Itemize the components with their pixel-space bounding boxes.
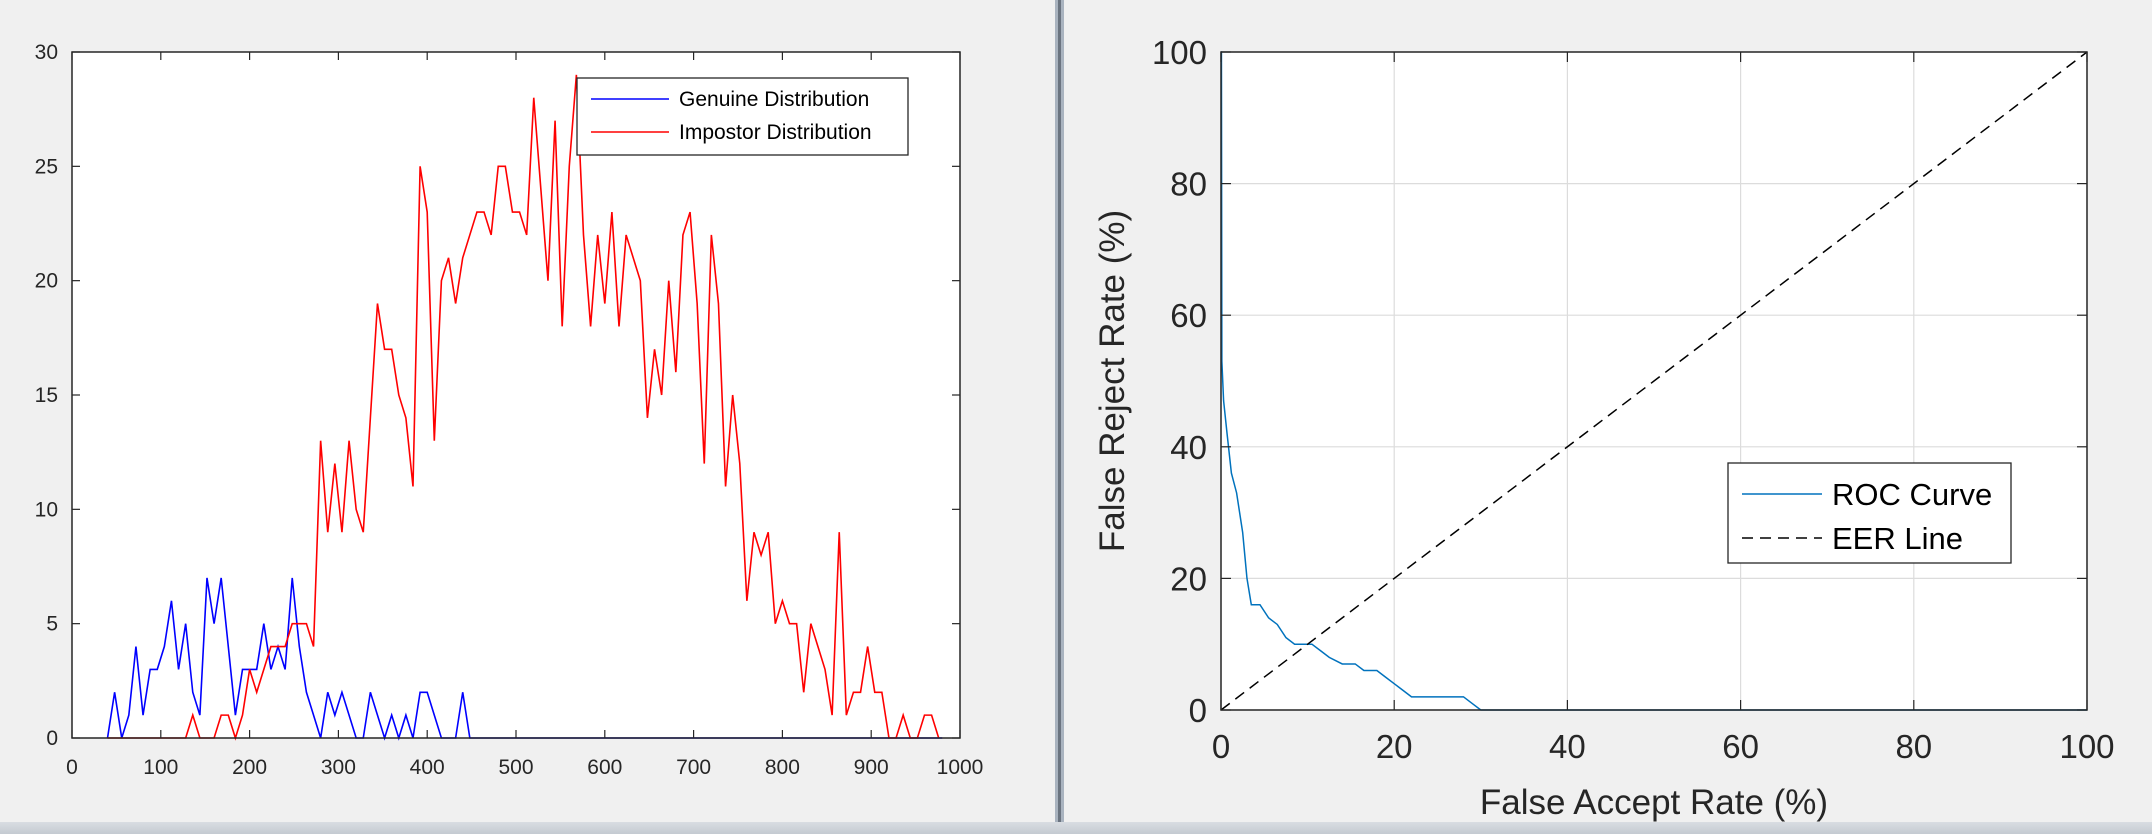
legend-box — [576, 77, 909, 156]
y-tick-label: 100 — [1152, 34, 1207, 71]
legend-box — [1727, 462, 2012, 564]
x-tick-label: 300 — [321, 756, 356, 779]
x-tick-label: 0 — [66, 756, 78, 779]
right-figure-panel: 0 20 40 60 80 100 0 20 40 60 80 100 False Accept Rat… — [1068, 0, 2152, 834]
y-tick-label: 25 — [35, 155, 58, 178]
series-line-roc-curve — [1220, 51, 2087, 711]
x-tick-label: 800 — [765, 756, 800, 779]
bottom-scroll-strip — [0, 822, 2152, 834]
x-tick-label: 0 — [1212, 728, 1230, 765]
legend-label: Genuine Distribution — [679, 88, 869, 111]
y-tick-label: 5 — [46, 613, 58, 636]
x-tick-label: 700 — [676, 756, 711, 779]
x-tick-label: 200 — [232, 756, 267, 779]
x-axis-label: False Accept Rate (%) — [1480, 783, 1828, 822]
x-tick-label: 100 — [2059, 728, 2114, 765]
left-figure-panel: 0 100 200 300 400 500 600 700 800 900 1000 0 5 10 15 20… — [0, 0, 1050, 834]
y-tick-label: 0 — [46, 727, 58, 750]
y-tick-label: 30 — [35, 41, 58, 64]
legend-label: ROC Curve — [1832, 477, 1992, 512]
x-tick-label: 1000 — [937, 756, 984, 779]
series-line-impostor-distribution — [107, 74, 940, 741]
plot-area — [72, 52, 960, 738]
y-tick-label: 60 — [1170, 297, 1207, 334]
y-tick-label: 80 — [1170, 166, 1207, 203]
y-tick-label: 15 — [35, 384, 58, 407]
x-tick-label: 600 — [587, 756, 622, 779]
y-tick-label: 10 — [35, 498, 58, 521]
axes-box — [1220, 51, 2088, 711]
y-tick-label: 40 — [1170, 429, 1207, 466]
legend: ROC Curve EER Line — [1727, 462, 2012, 564]
x-tick-label: 900 — [854, 756, 889, 779]
distribution-chart: 0 100 200 300 400 500 600 700 800 900 1000 0 5 10 15 20… — [35, 41, 984, 779]
series-line-genuine-distribution — [106, 577, 943, 741]
y-tick-label: 20 — [1170, 560, 1207, 597]
roc-chart: 0 20 40 60 80 100 0 20 40 60 80 100 False Accept Rat… — [1093, 34, 2115, 822]
y-axis-label: False Reject Rate (%) — [1093, 210, 1132, 552]
x-tick-label: 80 — [1895, 728, 1932, 765]
legend-label: Impostor Distribution — [679, 121, 872, 144]
y-tick-label: 20 — [35, 270, 58, 293]
x-tick-label: 500 — [498, 756, 533, 779]
y-tick-label: 0 — [1189, 692, 1207, 729]
x-tick-label: 400 — [410, 756, 445, 779]
panel-splitter[interactable] — [1050, 0, 1068, 834]
legend: Genuine Distribution Impostor Distributio… — [576, 77, 909, 156]
series-line-eer-line — [1220, 51, 2088, 711]
legend-label: EER Line — [1832, 521, 1963, 556]
x-tick-label: 60 — [1722, 728, 1759, 765]
x-tick-label: 40 — [1549, 728, 1586, 765]
x-tick-label: 100 — [143, 756, 178, 779]
x-tick-label: 20 — [1376, 728, 1413, 765]
